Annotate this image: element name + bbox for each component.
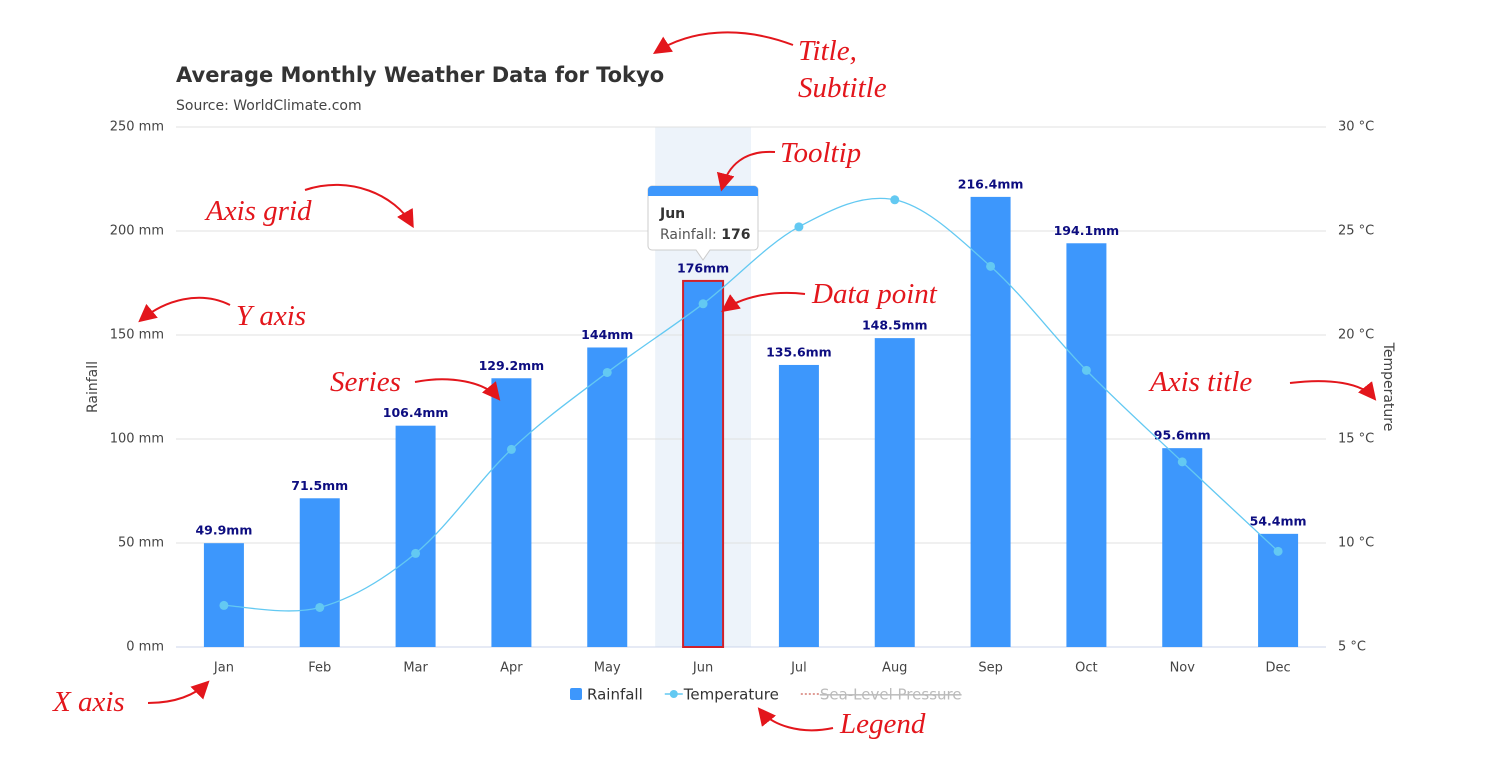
annotation: Y axis bbox=[236, 300, 306, 332]
data-label: 71.5mm bbox=[291, 478, 348, 493]
point bbox=[506, 444, 516, 454]
tooltip-label: Rainfall: bbox=[660, 227, 717, 243]
y-tick-label: 250 mm bbox=[110, 120, 164, 135]
bar bbox=[299, 498, 340, 647]
data-label: 135.6mm bbox=[766, 344, 832, 359]
x-tick-label: Aug bbox=[882, 661, 907, 676]
x-tick-label: Jun bbox=[692, 661, 713, 676]
data-label: 49.9mm bbox=[195, 523, 252, 538]
legend-label: Rainfall bbox=[587, 686, 643, 704]
bar bbox=[491, 378, 532, 647]
y2-tick-label: 10 °C bbox=[1338, 536, 1374, 551]
tooltip-value: 176 bbox=[721, 227, 750, 243]
annotation: X axis bbox=[52, 686, 125, 718]
legend-label: Sea-Level Pressure bbox=[820, 686, 962, 704]
data-label: 144mm bbox=[581, 327, 633, 342]
tooltip-box bbox=[647, 185, 759, 261]
bar bbox=[874, 338, 915, 647]
point bbox=[890, 195, 900, 205]
y-tick-label: 50 mm bbox=[118, 536, 164, 551]
data-label: 176mm bbox=[677, 260, 729, 275]
data-label: 129.2mm bbox=[479, 358, 545, 373]
x-tick-label: May bbox=[594, 661, 621, 676]
x-tick-label: Feb bbox=[308, 661, 331, 676]
data-label: 106.4mm bbox=[383, 405, 449, 420]
bar bbox=[1162, 448, 1203, 647]
y2-tick-label: 15 °C bbox=[1338, 432, 1374, 447]
y-axis-title: Rainfall bbox=[85, 361, 101, 413]
arrow bbox=[716, 150, 776, 192]
annotation: Series bbox=[330, 366, 401, 398]
point bbox=[602, 367, 612, 377]
annotation: Tooltip bbox=[780, 137, 861, 169]
point bbox=[1177, 457, 1187, 467]
bar bbox=[395, 425, 436, 647]
annotation: Axis title bbox=[1148, 366, 1252, 398]
legend: Rainfall Temperature Sea-Level Pressure bbox=[570, 686, 962, 704]
arrow bbox=[1289, 380, 1377, 401]
point bbox=[219, 600, 229, 610]
x-tick-label: Jul bbox=[790, 661, 807, 676]
bar bbox=[203, 543, 244, 647]
legend-label: Temperature bbox=[683, 686, 779, 704]
x-tick-label: Apr bbox=[500, 661, 523, 676]
point bbox=[698, 299, 708, 309]
y2-axis-title: Temperature bbox=[1380, 342, 1396, 432]
y-tick-label: 100 mm bbox=[110, 432, 164, 447]
x-tick-label: Oct bbox=[1075, 661, 1097, 676]
y-tick-label: 150 mm bbox=[110, 328, 164, 343]
tooltip-text: Rainfall: 176 bbox=[660, 227, 750, 243]
annotation: Data point bbox=[811, 278, 938, 310]
y2-tick-label: 20 °C bbox=[1338, 328, 1374, 343]
point bbox=[1273, 546, 1283, 556]
bar bbox=[587, 347, 628, 647]
y-tick-label: 0 mm bbox=[126, 640, 164, 655]
point bbox=[1081, 365, 1091, 375]
annotation: Title, bbox=[798, 35, 857, 67]
tooltip-title: Jun bbox=[659, 206, 685, 222]
chart-subtitle: Source: WorldClimate.com bbox=[176, 98, 362, 114]
arrow bbox=[138, 296, 231, 323]
point bbox=[794, 222, 804, 232]
point bbox=[986, 261, 996, 271]
y2-tick-label: 25 °C bbox=[1338, 224, 1374, 239]
arrow bbox=[304, 183, 414, 229]
x-tick-label: Dec bbox=[1266, 661, 1291, 676]
x-tick-label: Nov bbox=[1170, 661, 1196, 676]
data-label: 95.6mm bbox=[1154, 428, 1211, 443]
y-tick-label: 200 mm bbox=[110, 224, 164, 239]
point bbox=[315, 602, 325, 612]
data-label: 148.5mm bbox=[862, 318, 928, 333]
chart-title: Average Monthly Weather Data for Tokyo bbox=[176, 63, 664, 87]
data-label: 216.4mm bbox=[958, 176, 1024, 191]
bar bbox=[970, 196, 1011, 647]
y2-tick-label: 5 °C bbox=[1338, 640, 1366, 655]
bar bbox=[682, 279, 725, 648]
point bbox=[411, 548, 421, 558]
annotations: Title, Subtitle Tooltip Axis grid Y axis… bbox=[52, 31, 1377, 740]
data-label: 54.4mm bbox=[1250, 513, 1307, 528]
arrow bbox=[414, 378, 501, 401]
annotation: Subtitle bbox=[798, 72, 887, 104]
tooltip-header bbox=[648, 186, 758, 196]
arrow bbox=[652, 31, 794, 54]
bar bbox=[778, 364, 819, 647]
arrow bbox=[721, 291, 806, 313]
annotation: Legend bbox=[839, 708, 926, 740]
tooltip: Jun Rainfall: 176 bbox=[647, 185, 759, 261]
arrow bbox=[147, 680, 210, 704]
bar bbox=[1066, 243, 1107, 647]
arrow bbox=[757, 707, 834, 732]
legend-swatch bbox=[669, 690, 678, 698]
plot: 0 mm 50 mm 100 mm 150 mm 200 mm 250 mm 5 °C 10 … bbox=[110, 120, 1375, 676]
x-tick-label: Mar bbox=[403, 661, 428, 676]
x-tick-label: Jan bbox=[213, 661, 234, 676]
legend-swatch bbox=[570, 688, 582, 700]
data-label: 194.1mm bbox=[1054, 223, 1120, 238]
annotation: Axis grid bbox=[204, 195, 312, 227]
x-tick-label: Sep bbox=[978, 661, 1003, 676]
y2-tick-label: 30 °C bbox=[1338, 120, 1374, 135]
